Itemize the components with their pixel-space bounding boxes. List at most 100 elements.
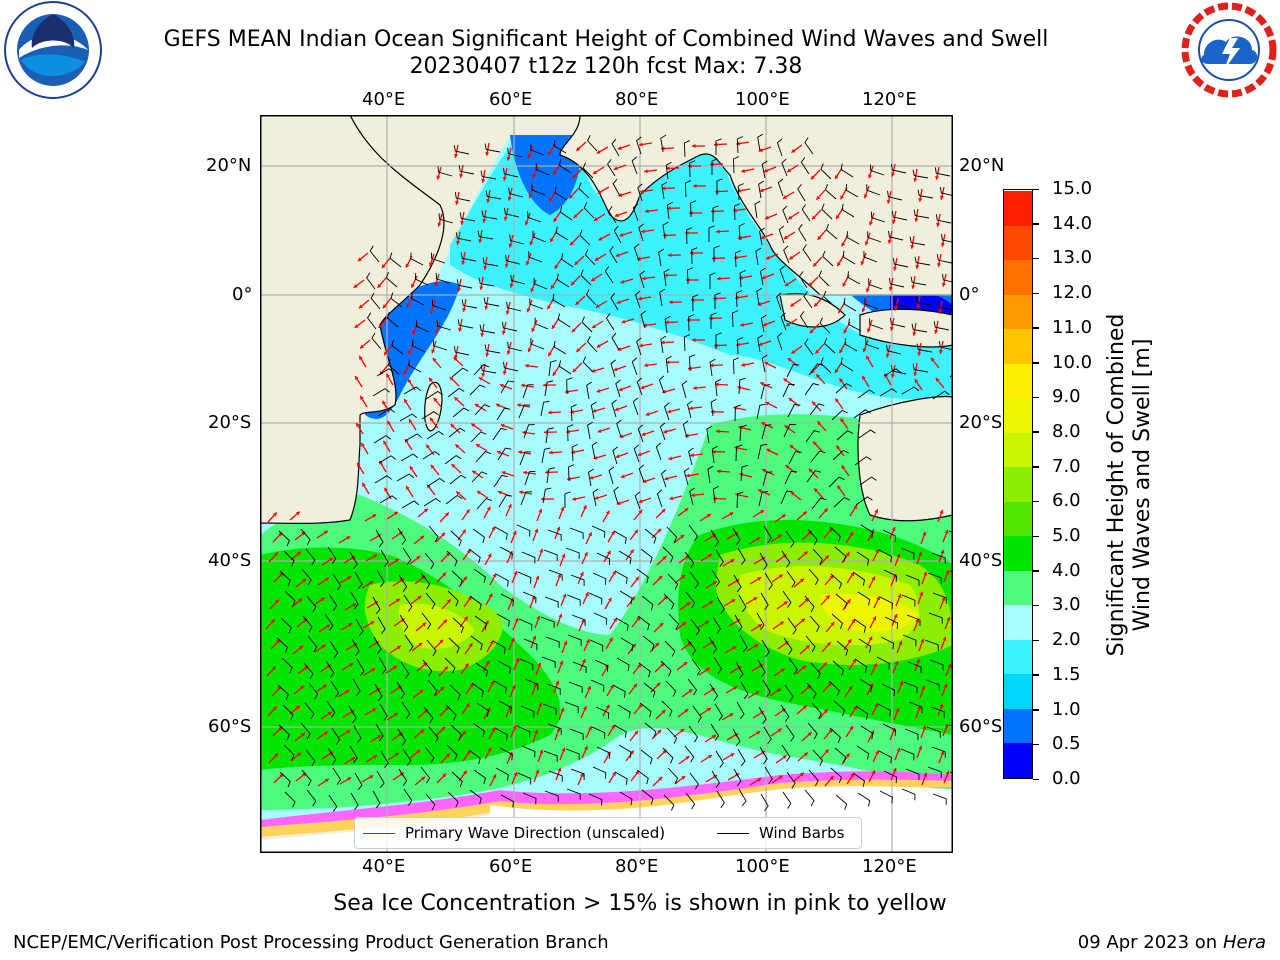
wind-barb xyxy=(592,572,607,585)
wave-direction-arrowhead xyxy=(463,616,468,621)
wind-barb xyxy=(884,616,899,630)
wave-direction-arrowhead xyxy=(716,429,720,434)
wind-barb xyxy=(740,464,748,482)
wave-direction-arrowhead xyxy=(633,683,637,688)
colorbar-segment xyxy=(1004,397,1032,433)
wind-barb xyxy=(907,661,922,674)
wave-direction-arrowhead xyxy=(800,772,804,777)
wind-barb xyxy=(901,788,916,801)
wave-direction-arrowhead xyxy=(534,729,539,734)
wind-barb xyxy=(517,571,532,584)
wind-barb xyxy=(565,547,580,559)
wind-barb xyxy=(689,571,699,589)
wave-direction-arrowhead xyxy=(489,640,494,645)
wave-direction-arrowhead xyxy=(387,420,391,425)
wind-barb xyxy=(930,706,945,718)
wind-barb xyxy=(453,145,470,155)
wave-direction-arrowhead xyxy=(405,263,410,268)
wind-barb xyxy=(584,249,596,266)
wave-direction-arrowhead xyxy=(612,570,616,575)
wave-direction-arrowhead xyxy=(803,551,808,556)
wave-direction-arrowhead xyxy=(429,262,433,267)
wind-barb xyxy=(736,491,744,509)
wind-barb xyxy=(659,422,666,441)
wave-direction-arrowhead xyxy=(582,706,587,711)
wave-direction-arrowhead xyxy=(644,169,648,174)
colorbar-segment xyxy=(1004,466,1032,502)
wave-direction-arrowhead xyxy=(407,379,412,384)
colorbar-label-line1: Significant Height of Combined xyxy=(1104,313,1129,657)
wind-barb xyxy=(509,234,525,245)
wind-barb xyxy=(764,572,773,590)
colorbar-tick-mark xyxy=(1033,223,1039,225)
wave-direction-arrowhead xyxy=(549,450,553,455)
wind-barb xyxy=(567,424,574,442)
wind-barb xyxy=(592,766,607,779)
wind-barb xyxy=(810,662,821,679)
wave-direction-arrowhead xyxy=(781,514,786,519)
wind-barb xyxy=(889,277,905,288)
wind-barb xyxy=(823,290,835,307)
wind-barb xyxy=(759,227,765,246)
wind-barb xyxy=(836,430,854,441)
wave-direction-arrowhead xyxy=(538,508,543,513)
wave-direction-arrowhead xyxy=(326,664,331,669)
colorbar-segment xyxy=(1004,708,1032,744)
wind-barb xyxy=(332,573,342,591)
wind-barb xyxy=(658,248,665,267)
wind-barb xyxy=(685,227,693,245)
wave-direction-arrowhead xyxy=(665,320,669,325)
wind-barb xyxy=(759,746,768,765)
wind-barb xyxy=(304,702,315,720)
wave-direction-arrowhead xyxy=(484,620,489,625)
colorbar-tick-label: 9.0 xyxy=(1052,386,1081,408)
wind-barb xyxy=(411,292,425,306)
wave-direction-arrowhead xyxy=(867,174,872,179)
wind-barb xyxy=(754,200,761,219)
wind-barb xyxy=(882,723,897,737)
wave-direction-arrowhead xyxy=(584,552,588,557)
wind-barb xyxy=(808,568,819,586)
wind-barb xyxy=(534,317,549,330)
wave-direction-arrowhead xyxy=(869,221,873,226)
wave-direction-arrowhead xyxy=(630,549,634,554)
wind-barb xyxy=(426,639,437,657)
wave-direction-arrowhead xyxy=(669,300,673,305)
wind-barb xyxy=(883,569,898,583)
wave-direction-arrowhead xyxy=(476,491,481,495)
wave-direction-arrowhead xyxy=(913,178,918,182)
wave-direction-arrowhead xyxy=(580,619,585,624)
wind-barb xyxy=(431,299,447,311)
wind-barb xyxy=(781,744,791,762)
wind-barb xyxy=(738,223,745,241)
wave-direction-arrowhead xyxy=(399,578,404,583)
wave-direction-arrowhead xyxy=(917,352,922,356)
wind-barb xyxy=(938,341,953,351)
wave-direction-arrowhead xyxy=(890,172,895,177)
wave-direction-arrowhead xyxy=(513,570,518,575)
wave-direction-arrowhead xyxy=(517,403,521,408)
wave-direction-arrowhead xyxy=(592,324,597,328)
wind-barb xyxy=(738,594,747,613)
wind-barb xyxy=(901,594,916,607)
wind-barb xyxy=(710,529,720,547)
wave-direction-arrowhead xyxy=(435,329,440,334)
wind-barb xyxy=(494,727,508,741)
wind-barb xyxy=(715,750,724,768)
wave-direction-arrowhead xyxy=(490,680,495,685)
wave-direction-arrowhead xyxy=(478,377,483,381)
wind-barb xyxy=(870,164,885,176)
wind-barb xyxy=(588,793,603,806)
wind-barb xyxy=(763,525,772,543)
wind-barb xyxy=(481,210,498,220)
wind-barb xyxy=(593,612,608,625)
wave-direction-arrowhead xyxy=(630,750,634,755)
wave-direction-arrowhead xyxy=(940,242,945,247)
wave-direction-arrowhead xyxy=(535,769,540,774)
wind-barb xyxy=(423,706,434,724)
wind-barb xyxy=(566,788,581,800)
wind-barb xyxy=(870,211,886,223)
wave-direction-arrowhead xyxy=(922,531,927,536)
wind-barb xyxy=(665,680,677,697)
wave-direction-arrowhead xyxy=(328,751,333,756)
